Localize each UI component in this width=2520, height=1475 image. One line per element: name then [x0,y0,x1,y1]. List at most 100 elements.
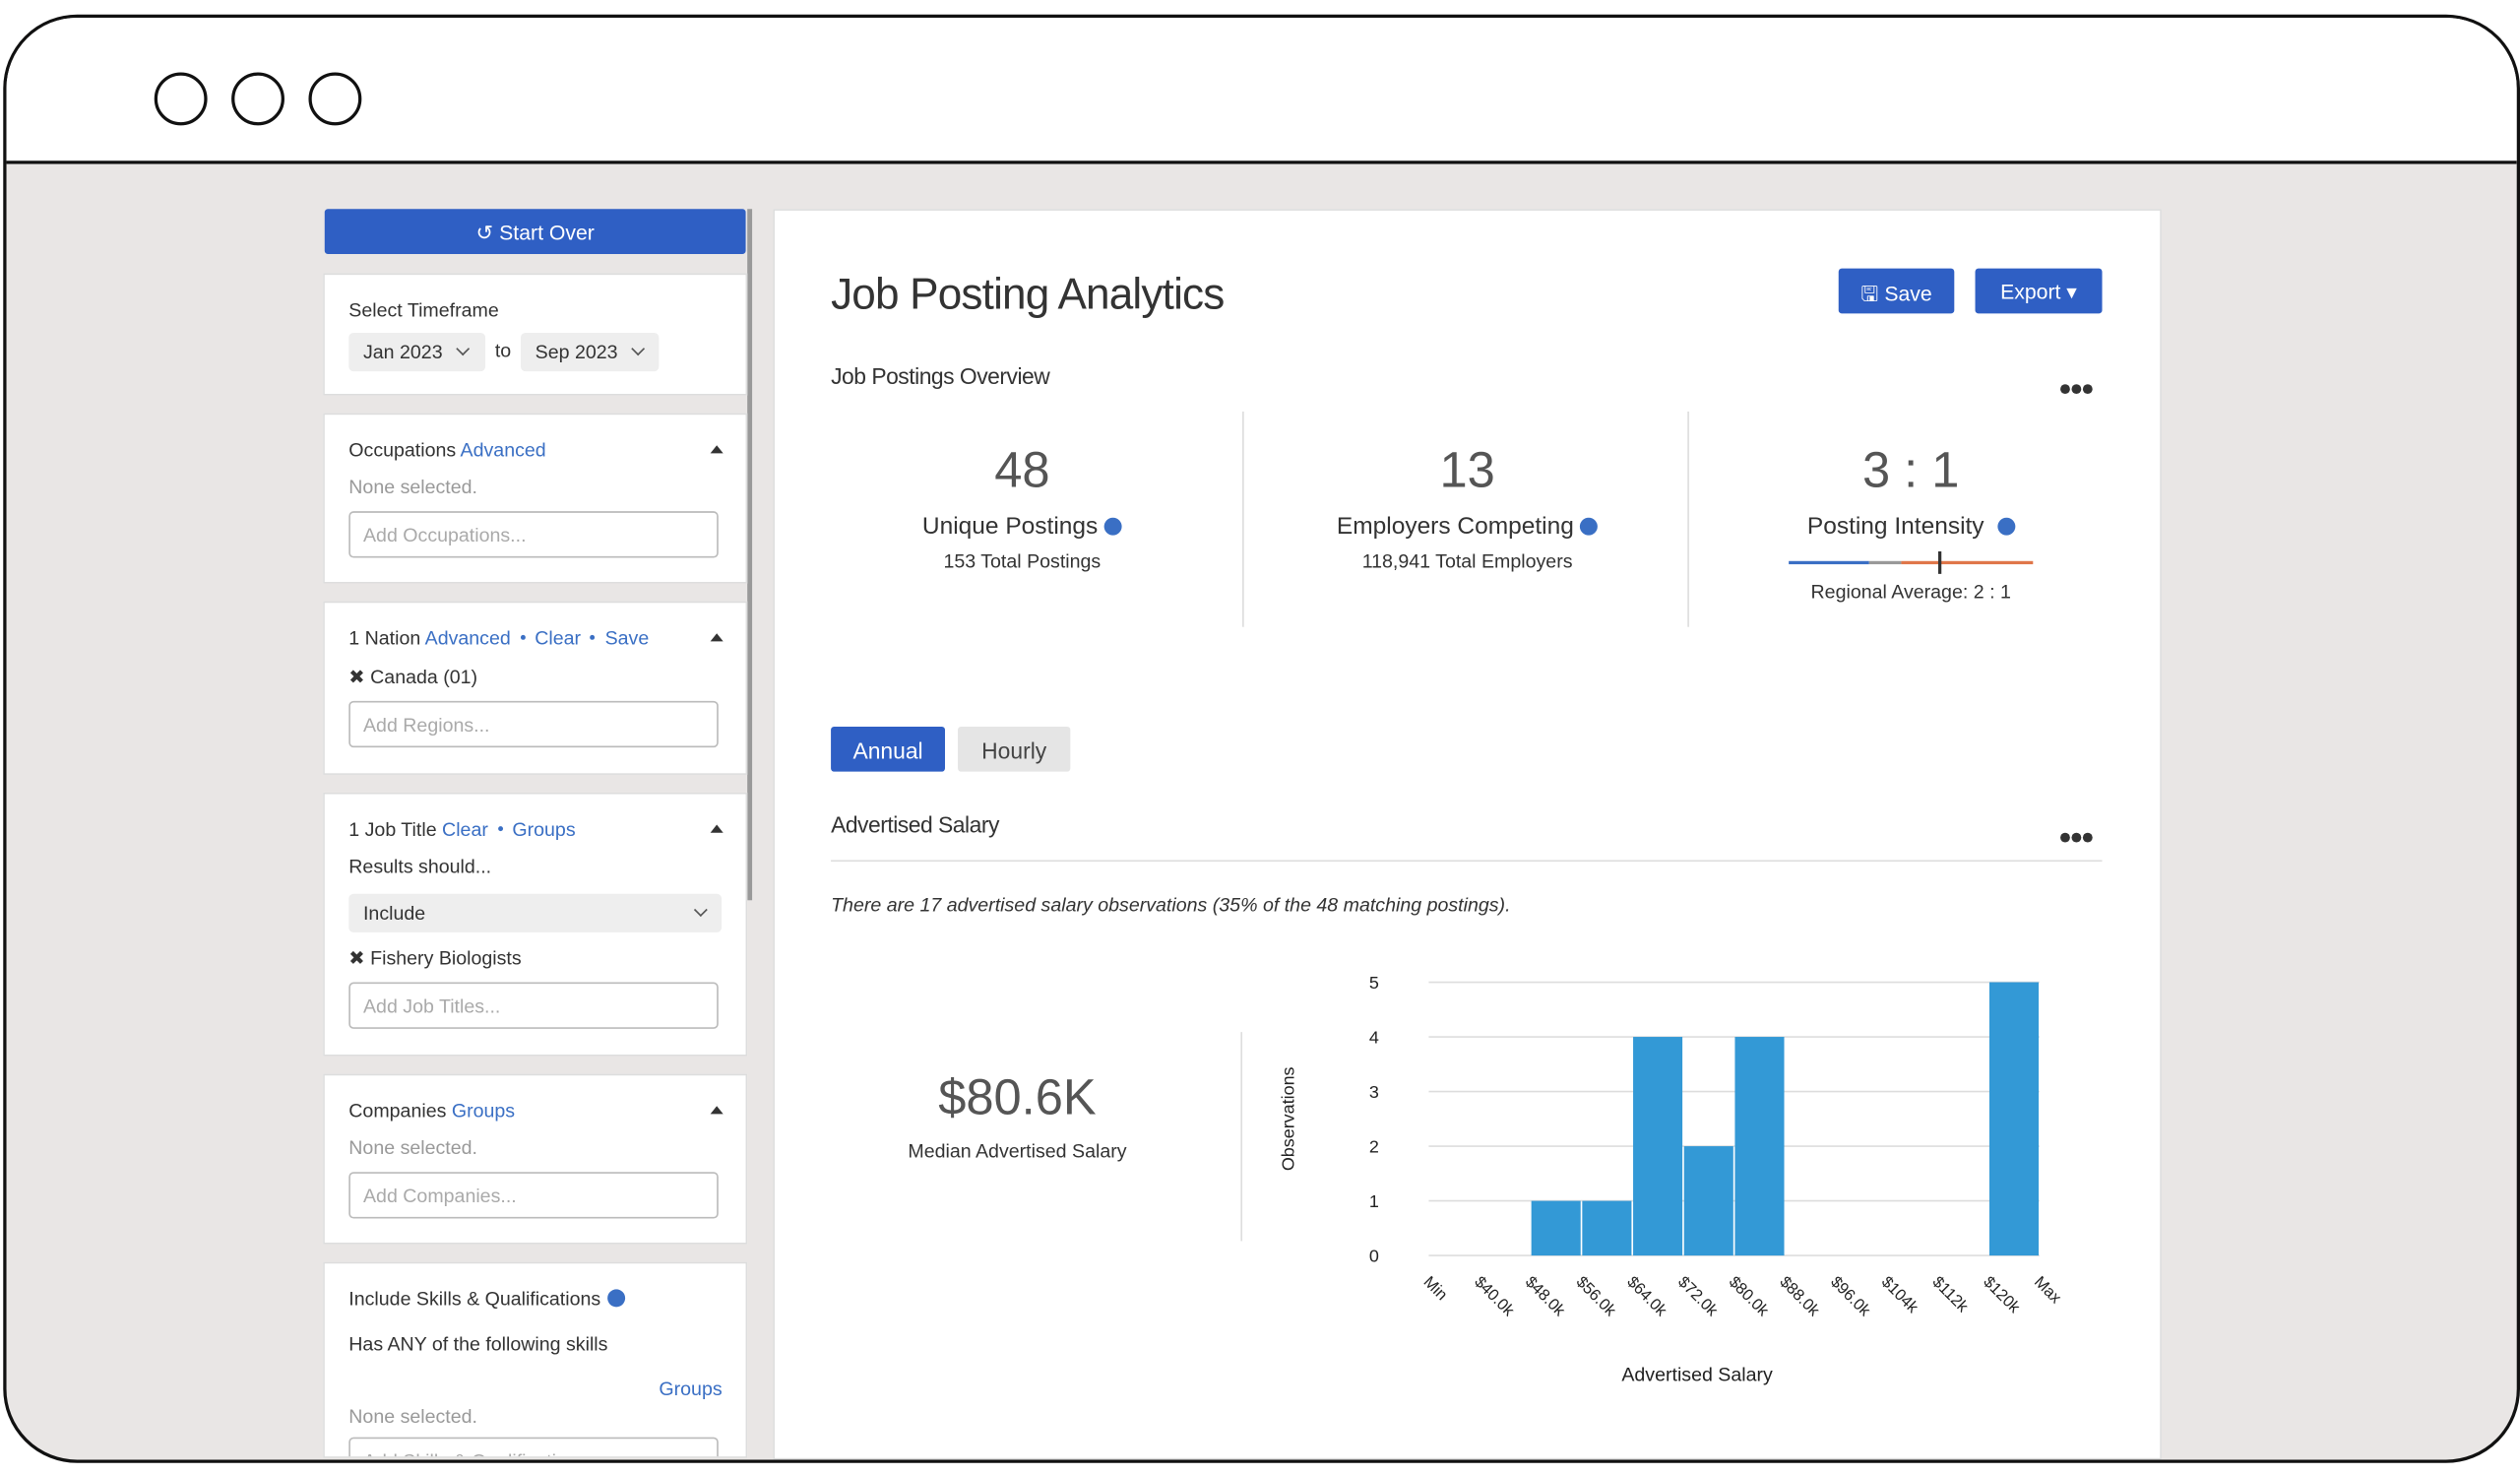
button-label: Export [2000,280,2061,304]
stat-value: 48 [994,441,1050,499]
x-tick-label: $56.0k [1573,1273,1620,1320]
timeframe-card: Select Timeframe Jan 2023 to Sep 2023 [323,273,748,396]
menu[interactable] [2060,821,2096,843]
stat-label: Employers Competing [1336,512,1574,541]
selected-item: Canada (01) [370,665,478,688]
window-dot [308,72,362,126]
link[interactable]: Groups [451,1099,516,1122]
median-value: $80.6K [938,1068,1097,1125]
section-title: Advertised Salary [831,811,999,838]
x-tick-label: $64.0k [1623,1273,1670,1320]
x-tick-label: Min [1420,1273,1451,1304]
card-title: Occupations [348,438,457,462]
bar [1582,1200,1632,1256]
gauge-marker [1937,550,1941,574]
status: None selected. [348,476,477,499]
save-button[interactable]: 🖫 Save [1838,268,1955,314]
button-label: Save [1884,281,1932,306]
card-title: Companies [348,1099,447,1122]
stat-label: Unique Postings [921,512,1099,541]
bar [1683,1146,1733,1256]
y-tick-label: 5 [1369,973,1379,993]
input[interactable]: Add Regions... [348,700,719,748]
from-select[interactable]: Jan 2023 [348,332,486,372]
card-title: 1 Nation [348,626,421,650]
nation-card: 1 Nation Advanced Clear Save ✖ Canada (01)… [323,601,748,775]
gauge-mid [1868,560,1902,565]
main-panel [773,209,2162,1460]
stat-sub: Regional Average: 2 : 1 [1810,580,2011,604]
window-bar [6,17,2517,164]
x-tick-label: $80.0k [1726,1273,1773,1320]
divider [831,860,2103,863]
export-button[interactable]: Export ▾ [1975,268,2103,314]
card-title: Include Skills & Qualifications [348,1287,601,1311]
include-select[interactable]: Include [348,893,723,932]
menu[interactable] [2060,373,2096,394]
link[interactable]: Clear [442,818,488,841]
divider [1240,1032,1243,1242]
input[interactable]: Add Skills & Qualifications... [348,1437,719,1457]
y-tick-label: 2 [1369,1137,1379,1157]
card-title: Select Timeframe [348,298,499,322]
collapse-caret[interactable] [710,445,724,454]
bar [1531,1200,1581,1256]
occupations-card: Occupations Advanced None selected. Add … [323,413,748,584]
window-dot [231,72,284,126]
bar [1633,1037,1683,1256]
scrollbar [747,209,753,901]
collapse-caret[interactable] [710,824,724,833]
stat-label: Posting Intensity [1806,512,1984,541]
section-title: Job Postings Overview [831,362,1050,390]
input[interactable]: Add Companies... [348,1172,719,1219]
x-tick-label: $120k [1980,1273,2024,1317]
gauge-high [1901,560,2034,565]
to-select[interactable]: Sep 2023 [520,332,660,372]
divider [1687,411,1689,627]
stat-value: 13 [1439,441,1495,499]
link[interactable]: Clear [535,626,582,650]
hint: Results should... [348,855,492,878]
companies-card: Companies Groups None selected. Add Comp… [323,1073,748,1245]
start-over-button[interactable]: ↺ Start Over [324,209,746,254]
x-tick-label: $72.0k [1674,1273,1722,1320]
x-tick-label: $40.0k [1471,1273,1518,1320]
link[interactable]: Advanced [460,438,546,462]
link[interactable]: Advanced [424,626,511,650]
page-title: Job Posting Analytics [831,270,1225,319]
x-tick-label: $96.0k [1827,1273,1874,1320]
status: None selected. [348,1404,477,1428]
tab[interactable]: Hourly [958,726,1071,772]
link[interactable]: Groups [512,818,576,841]
median-label: Median Advertised Salary [908,1139,1127,1163]
link[interactable]: Save [604,626,650,650]
job-title-card: 1 Job Title Clear Groups Results should..… [323,792,748,1057]
status: None selected. [348,1136,477,1160]
x-tick-label: $112k [1929,1273,1973,1316]
collapse-caret[interactable] [710,1106,724,1115]
input[interactable]: Add Occupations... [348,511,719,558]
y-tick-label: 0 [1369,1247,1379,1266]
y-tick-label: 1 [1369,1191,1379,1211]
note: There are 17 advertised salary observati… [831,893,1511,917]
tab-active[interactable]: Annual [831,726,945,772]
x-tick-label: $104k [1878,1273,1922,1317]
link[interactable]: Groups [659,1378,723,1401]
x-tick-label: $48.0k [1522,1273,1569,1320]
button-label: Start Over [499,220,595,245]
selected-item: Fishery Biologists [370,946,522,970]
bar [1988,982,2040,1256]
hint: Has ANY of the following skills [348,1332,608,1356]
select-value: Include [362,901,426,925]
x-axis-label: Advertised Salary [1621,1364,1773,1385]
input[interactable]: Add Job Titles... [348,982,719,1029]
collapse-caret[interactable] [710,633,724,642]
to-label: to [494,339,512,362]
window-dot [154,72,208,126]
divider [1242,411,1244,627]
skills-card: Include Skills & Qualifications Has ANY … [323,1261,748,1458]
y-axis-label: Observations [1278,1066,1297,1171]
